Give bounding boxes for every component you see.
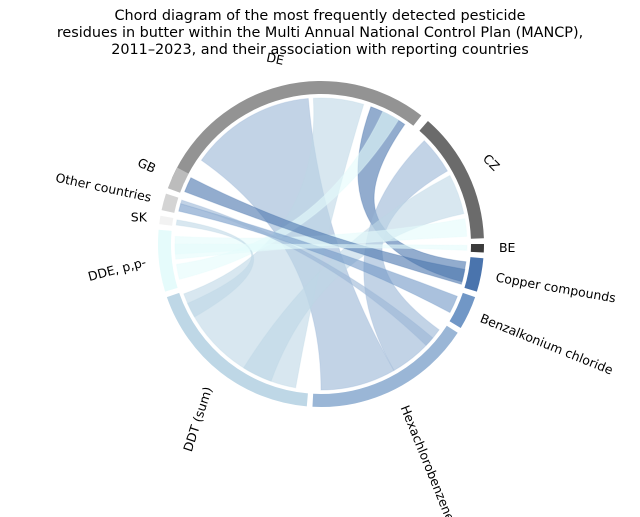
label-dde-p-p: DDE, p,p-	[86, 254, 147, 284]
ribbon-10	[180, 199, 434, 347]
arc-sk	[159, 215, 174, 226]
title-line-2: residues in butter within the Multi Annu…	[56, 25, 584, 41]
title-line-1: Chord diagram of the most frequently det…	[114, 8, 526, 24]
arc-other-countries	[161, 193, 179, 213]
ribbon-12	[174, 243, 468, 255]
ribbon-4	[175, 111, 400, 280]
label-hexachlorobenzene: Hexachlorobenzene	[398, 403, 458, 517]
label-ddt-sum: DDT (sum)	[180, 385, 215, 454]
arcs-layer	[158, 81, 484, 407]
title-line-3: 2011–2023, and their association with re…	[111, 42, 529, 58]
arc-ddt-sum	[166, 292, 308, 407]
arc-cz	[419, 120, 484, 239]
arc-be	[470, 244, 484, 253]
arc-gb	[167, 167, 189, 193]
label-copper-compounds: Copper compounds	[495, 270, 617, 306]
ribbons-layer	[174, 97, 468, 391]
arc-dde-p-p	[158, 229, 178, 292]
ribbon-11	[175, 219, 254, 318]
label-sk: SK	[131, 209, 148, 224]
label-gb: GB	[135, 155, 158, 176]
label-de: DE	[265, 50, 285, 68]
arc-hexachlorobenzene	[312, 325, 458, 407]
ribbon-8	[184, 177, 466, 285]
label-other-countries: Other countries	[54, 170, 153, 205]
arc-benzalkonium-chloride	[449, 292, 476, 328]
label-be: BE	[499, 240, 516, 255]
label-cz: CZ	[480, 151, 503, 174]
arc-copper-compounds	[464, 257, 484, 292]
chart-title: Chord diagram of the most frequently det…	[0, 8, 640, 59]
label-benzalkonium-chloride: Benzalkonium chloride	[478, 310, 616, 377]
arc-de	[172, 81, 422, 183]
